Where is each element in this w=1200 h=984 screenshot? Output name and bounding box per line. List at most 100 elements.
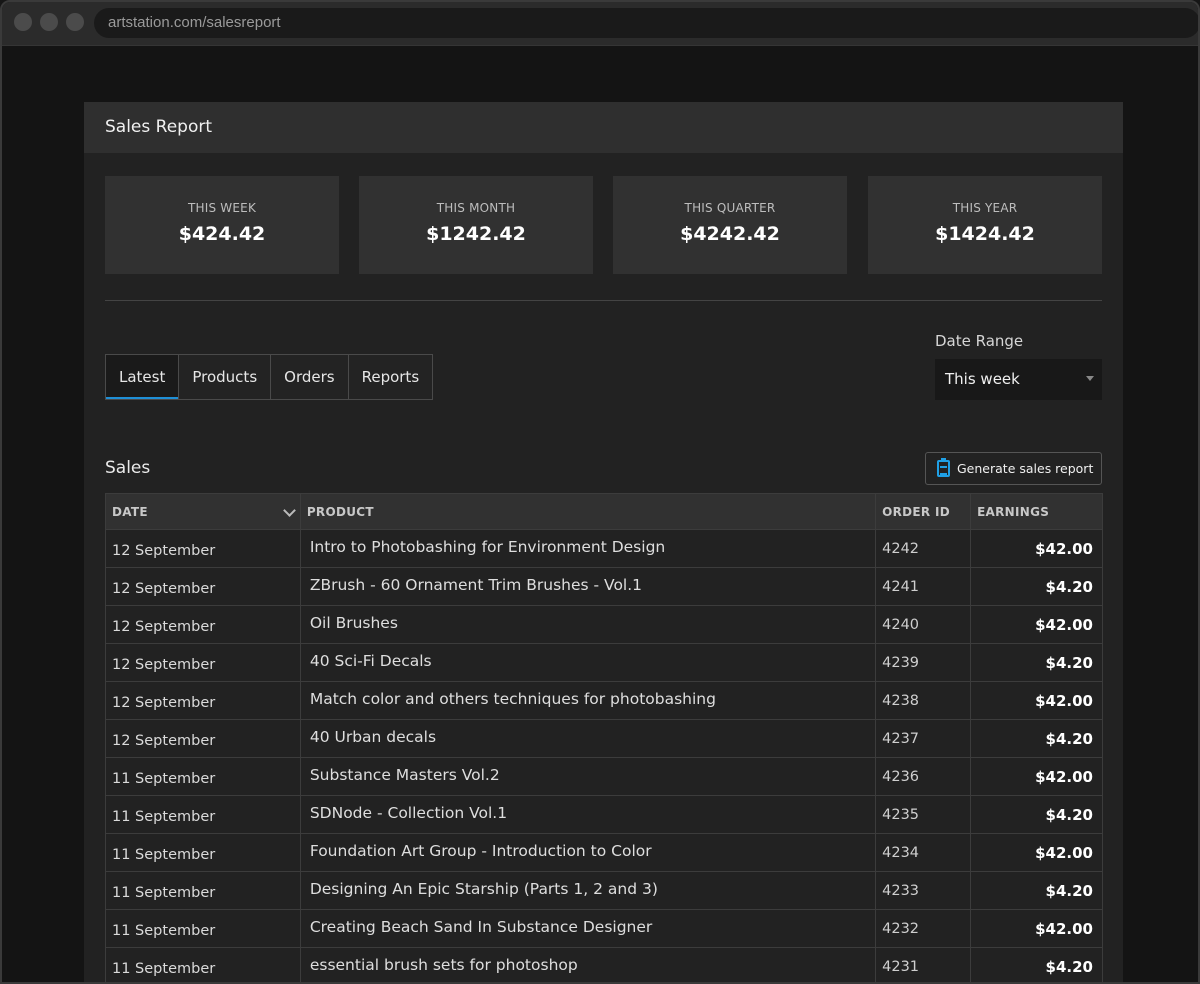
stat-value: $424.42 bbox=[178, 223, 266, 245]
cell-earnings: $42.00 bbox=[970, 833, 1103, 872]
cell-product: Substance Masters Vol.2 bbox=[299, 757, 877, 796]
cell-earnings: $42.00 bbox=[970, 681, 1103, 720]
cell-date: 12 September bbox=[105, 681, 301, 720]
sort-chevron-down-icon[interactable] bbox=[282, 503, 296, 517]
generate-button-label: Generate sales report bbox=[957, 461, 1094, 476]
cell-order-id: 4237 bbox=[875, 719, 972, 758]
stat-value: $1242.42 bbox=[426, 223, 526, 245]
cell-date: 11 September bbox=[105, 833, 301, 872]
cell-product: Match color and others techniques for ph… bbox=[299, 681, 877, 720]
stat-card-year: THIS YEAR $1424.42 bbox=[868, 176, 1102, 274]
page-title: Sales Report bbox=[84, 102, 1123, 153]
sales-heading: Sales bbox=[105, 458, 151, 478]
table-row[interactable]: 11 September Designing An Epic Starship (… bbox=[105, 871, 1103, 910]
stat-value: $4242.42 bbox=[680, 223, 780, 245]
cell-order-id: 4236 bbox=[875, 757, 972, 796]
cell-product: SDNode - Collection Vol.1 bbox=[299, 795, 877, 834]
cell-product: 40 Urban decals bbox=[299, 719, 877, 758]
stat-card-week: THIS WEEK $424.42 bbox=[105, 176, 339, 274]
stat-value: $1424.42 bbox=[935, 223, 1035, 245]
cell-earnings: $4.20 bbox=[970, 947, 1103, 982]
table-row[interactable]: 12 September 40 Urban decals 4237 $4.20 bbox=[105, 719, 1103, 758]
cell-earnings: $4.20 bbox=[970, 643, 1103, 682]
cell-order-id: 4233 bbox=[875, 871, 972, 910]
window-minimize-dot[interactable] bbox=[40, 13, 58, 31]
cell-date: 11 September bbox=[105, 947, 301, 982]
window-close-dot[interactable] bbox=[14, 13, 32, 31]
cell-date: 11 September bbox=[105, 795, 301, 834]
table-body: 12 September Intro to Photobashing for En… bbox=[105, 529, 1103, 982]
sales-report-panel: Sales Report THIS WEEK $424.42 THIS MONT… bbox=[84, 102, 1123, 982]
table-row[interactable]: 11 September Creating Beach Sand In Subst… bbox=[105, 909, 1103, 948]
cell-order-id: 4242 bbox=[875, 529, 972, 568]
cell-date: 12 September bbox=[105, 605, 301, 644]
cell-date: 12 September bbox=[105, 529, 301, 568]
table-row[interactable]: 11 September Foundation Art Group - Intro… bbox=[105, 833, 1103, 872]
stat-label: THIS MONTH bbox=[436, 201, 516, 215]
cell-order-id: 4241 bbox=[875, 567, 972, 606]
tab-bar: Latest Products Orders Reports bbox=[105, 354, 434, 400]
cell-date: 12 September bbox=[105, 567, 301, 606]
column-header-date[interactable]: DATE bbox=[105, 493, 301, 530]
cell-product: Creating Beach Sand In Substance Designe… bbox=[299, 909, 877, 948]
cell-date: 11 September bbox=[105, 909, 301, 948]
stat-label: THIS QUARTER bbox=[684, 201, 776, 215]
table-row[interactable]: 11 September SDNode - Collection Vol.1 423… bbox=[105, 795, 1103, 834]
column-header-order-id[interactable]: ORDER ID bbox=[875, 493, 972, 530]
divider bbox=[105, 300, 1102, 301]
tab-products[interactable]: Products bbox=[179, 355, 272, 399]
cell-earnings: $42.00 bbox=[970, 757, 1103, 796]
cell-date: 12 September bbox=[105, 643, 301, 682]
table-row[interactable]: 11 September Substance Masters Vol.2 4236 $… bbox=[105, 757, 1103, 796]
sales-table: DATE PRODUCT ORDER ID EARNINGS 12 Septem… bbox=[105, 493, 1103, 982]
caret-down-icon bbox=[1086, 376, 1094, 381]
cell-order-id: 4239 bbox=[875, 643, 972, 682]
date-range-select[interactable]: This week bbox=[935, 359, 1102, 400]
cell-earnings: $4.20 bbox=[970, 719, 1103, 758]
table-row[interactable]: 12 September Intro to Photobashing for En… bbox=[105, 529, 1103, 568]
table-header-row: DATE PRODUCT ORDER ID EARNINGS bbox=[105, 493, 1103, 530]
cell-order-id: 4234 bbox=[875, 833, 972, 872]
table-row[interactable]: 12 September Match color and others techn… bbox=[105, 681, 1103, 720]
cell-product: Foundation Art Group - Introduction to C… bbox=[299, 833, 877, 872]
stat-card-quarter: THIS QUARTER $4242.42 bbox=[613, 176, 847, 274]
cell-order-id: 4235 bbox=[875, 795, 972, 834]
tab-latest[interactable]: Latest bbox=[106, 355, 180, 399]
cell-product: essential brush sets for photoshop bbox=[299, 947, 877, 982]
cell-product: 40 Sci-Fi Decals bbox=[299, 643, 877, 682]
cell-order-id: 4238 bbox=[875, 681, 972, 720]
cell-date: 11 September bbox=[105, 871, 301, 910]
table-row[interactable]: 12 September Oil Brushes 4240 $42.00 bbox=[105, 605, 1103, 644]
date-range-value: This week bbox=[945, 370, 1020, 388]
stats-row: THIS WEEK $424.42 THIS MONTH $1242.42 TH… bbox=[105, 176, 1102, 274]
window-maximize-dot[interactable] bbox=[66, 13, 84, 31]
tab-reports[interactable]: Reports bbox=[348, 355, 433, 399]
cell-product: Intro to Photobashing for Environment De… bbox=[299, 529, 877, 568]
clipboard-icon bbox=[937, 458, 950, 477]
url-bar[interactable]: artstation.com/salesreport bbox=[94, 8, 1198, 38]
column-header-earnings[interactable]: EARNINGS bbox=[970, 493, 1103, 530]
cell-earnings: $42.00 bbox=[970, 909, 1103, 948]
cell-product: ZBrush - 60 Ornament Trim Brushes - Vol.… bbox=[299, 567, 877, 606]
browser-chrome: artstation.com/salesreport bbox=[2, 2, 1198, 46]
tab-orders[interactable]: Orders bbox=[271, 355, 349, 399]
stat-card-month: THIS MONTH $1242.42 bbox=[359, 176, 593, 274]
cell-earnings: $42.00 bbox=[970, 529, 1103, 568]
stat-label: THIS YEAR bbox=[952, 201, 1018, 215]
cell-product: Oil Brushes bbox=[299, 605, 877, 644]
cell-order-id: 4232 bbox=[875, 909, 972, 948]
generate-sales-report-button[interactable]: Generate sales report bbox=[925, 452, 1102, 485]
table-row[interactable]: 12 September ZBrush - 60 Ornament Trim Br… bbox=[105, 567, 1103, 606]
column-header-product[interactable]: PRODUCT bbox=[299, 493, 877, 530]
table-row[interactable]: 12 September 40 Sci-Fi Decals 4239 $4.20 bbox=[105, 643, 1103, 682]
cell-earnings: $4.20 bbox=[970, 567, 1103, 606]
table-row[interactable]: 11 September essential brush sets for ph… bbox=[105, 947, 1103, 982]
stat-label: THIS WEEK bbox=[187, 201, 257, 215]
cell-order-id: 4231 bbox=[875, 947, 972, 982]
cell-date: 12 September bbox=[105, 719, 301, 758]
cell-earnings: $4.20 bbox=[970, 871, 1103, 910]
date-range-label: Date Range bbox=[935, 332, 1024, 350]
cell-earnings: $4.20 bbox=[970, 795, 1103, 834]
cell-order-id: 4240 bbox=[875, 605, 972, 644]
